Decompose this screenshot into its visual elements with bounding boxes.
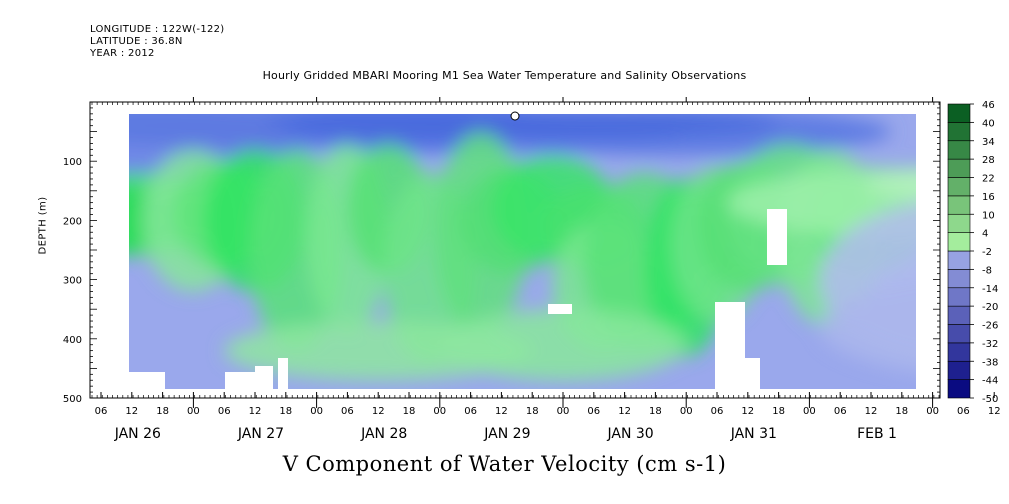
colorbar-label: -32 <box>982 339 998 350</box>
colorbar-label: -20 <box>982 302 998 313</box>
y-tick-label: 400 <box>63 335 82 346</box>
colorbar-label: 10 <box>982 210 995 221</box>
x-day-label: JAN 26 <box>114 426 161 442</box>
x-day-label: JAN 27 <box>237 426 284 442</box>
x-tick-label: 00 <box>187 406 200 417</box>
missing-data-regions <box>129 111 787 389</box>
x-tick-label: 00 <box>557 406 570 417</box>
colorbar-swatch <box>947 177 971 197</box>
y-tick-label: 500 <box>63 394 82 405</box>
x-tick-label: 18 <box>156 406 169 417</box>
colorbar-label: -2 <box>982 247 992 258</box>
colorbar-label: -38 <box>982 357 998 368</box>
colorbar-swatch <box>947 379 971 399</box>
x-tick-label: 06 <box>834 406 847 417</box>
field-feature <box>265 114 779 138</box>
field-feature <box>224 321 533 381</box>
x-day-label: JAN 31 <box>730 426 777 442</box>
x-tick-label: 00 <box>433 406 446 417</box>
x-tick-label: 06 <box>464 406 477 417</box>
x-tick-label: 06 <box>341 406 354 417</box>
x-tick-label: 18 <box>279 406 292 417</box>
y-tick-label: 200 <box>63 216 82 227</box>
colorbar-swatch <box>947 342 971 362</box>
longitude-label: LONGITUDE : 122W(-122) <box>90 24 225 35</box>
colorbar-swatch <box>947 140 971 160</box>
variable-title: V Component of Water Velocity (cm s-1) <box>282 452 727 476</box>
x-tick-label: 12 <box>249 406 262 417</box>
colorbar-label: 34 <box>982 137 995 148</box>
x-tick-label: 06 <box>711 406 724 417</box>
x-tick-label: 00 <box>926 406 939 417</box>
x-tick-label: 12 <box>988 406 1001 417</box>
missing-data-region <box>129 372 165 389</box>
x-tick-label: 06 <box>95 406 108 417</box>
colorbar-label: 28 <box>982 155 995 166</box>
colorbar-swatch <box>947 305 971 325</box>
missing-data-region <box>745 358 760 389</box>
latitude-label: LATITUDE : 36.8N <box>90 36 183 47</box>
year-label: YEAR : 2012 <box>90 48 155 59</box>
missing-data-region <box>278 358 288 389</box>
colorbar-swatch <box>947 269 971 289</box>
colorbar-swatch <box>947 195 971 215</box>
x-tick-label: 12 <box>495 406 508 417</box>
colorbar-label: 46 <box>982 100 995 111</box>
colorbar-swatch <box>947 122 971 142</box>
colorbar-label: -50 <box>982 394 998 405</box>
y-tick-label: 300 <box>63 276 82 287</box>
x-tick-label: 12 <box>865 406 878 417</box>
colorbar-swatch <box>947 287 971 307</box>
missing-data-region <box>715 302 745 389</box>
x-tick-label: 06 <box>957 406 970 417</box>
colorbar: -50 -44 -38 -32 -26 -20 -14 -8 -2 4 10 16 22 28 34 40 46 <box>947 100 998 405</box>
velocity-field <box>129 114 916 389</box>
field-features <box>129 114 916 381</box>
sensor-marker <box>510 111 520 121</box>
colorbar-swatch <box>947 158 971 178</box>
x-tick-label: 00 <box>310 406 323 417</box>
x-tick-label: 06 <box>587 406 600 417</box>
colorbar-label: -26 <box>982 321 998 332</box>
missing-data-region <box>255 366 273 389</box>
y-tick-label: 100 <box>63 157 82 168</box>
x-tick-label: 00 <box>803 406 816 417</box>
colorbar-swatch <box>947 103 971 123</box>
colorbar-swatch <box>947 232 971 252</box>
colorbar-swatch <box>947 324 971 344</box>
x-tick-label: 12 <box>618 406 631 417</box>
colorbar-label: 40 <box>982 118 995 129</box>
x-tick-label: 00 <box>680 406 693 417</box>
colorbar-label: 16 <box>982 192 995 203</box>
missing-data-region <box>767 209 787 265</box>
field-feature <box>819 281 916 373</box>
x-tick-label: 18 <box>895 406 908 417</box>
x-day-label: FEB 1 <box>857 426 897 442</box>
x-tick-label: 12 <box>741 406 754 417</box>
x-tick-label: 12 <box>125 406 138 417</box>
x-tick-label: 18 <box>403 406 416 417</box>
x-day-label: JAN 30 <box>606 426 653 442</box>
x-tick-label: 18 <box>526 406 539 417</box>
colorbar-label: -14 <box>982 284 998 295</box>
colorbar-label: 22 <box>982 174 995 185</box>
colorbar-swatch <box>947 250 971 270</box>
x-day-label: JAN 28 <box>360 426 407 442</box>
colorbar-label: -44 <box>982 376 998 387</box>
plot-axes: 06 12 18 00 06 12 18 00 06 12 18 00 06 12 18 00 06 12 18 00… <box>63 97 1001 442</box>
x-day-label: JAN 29 <box>483 426 530 442</box>
field-feature <box>865 171 916 198</box>
colorbar-swatch <box>947 213 971 233</box>
colorbar-swatch <box>947 360 971 380</box>
x-tick-label: 12 <box>372 406 385 417</box>
colorbar-label: -8 <box>982 265 992 276</box>
colorbar-label: 4 <box>982 229 988 240</box>
missing-data-region <box>548 304 572 314</box>
chart-title: Hourly Gridded MBARI Mooring M1 Sea Wate… <box>262 69 747 82</box>
x-tick-label: 18 <box>772 406 785 417</box>
x-tick-label: 06 <box>218 406 231 417</box>
x-tick-label: 18 <box>649 406 662 417</box>
